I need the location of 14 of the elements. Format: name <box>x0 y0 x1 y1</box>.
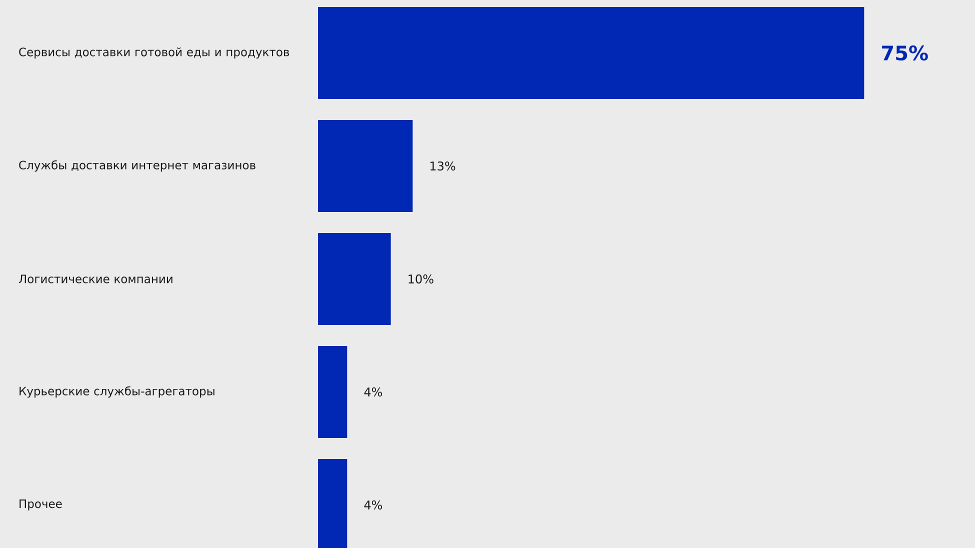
data-label: 75% <box>882 45 928 61</box>
y-tick-label: Службы доставки интернет магазинов <box>19 160 256 172</box>
bar <box>318 6 864 99</box>
y-tick-label: Прочее <box>20 500 62 510</box>
y-tick-label: Логистические компании <box>18 274 172 284</box>
bar <box>318 346 348 438</box>
data-label: 10% <box>408 274 434 284</box>
y-tick-label: Курьерские службы-агрегаторы <box>20 386 214 398</box>
data-label: 4% <box>364 387 382 397</box>
data-label: 13% <box>430 161 456 171</box>
y-tick-label: Сервисы доставки готовой еды и продуктов <box>19 47 290 59</box>
bar <box>318 120 413 212</box>
data-label: 4% <box>364 500 382 510</box>
bar <box>318 232 391 325</box>
